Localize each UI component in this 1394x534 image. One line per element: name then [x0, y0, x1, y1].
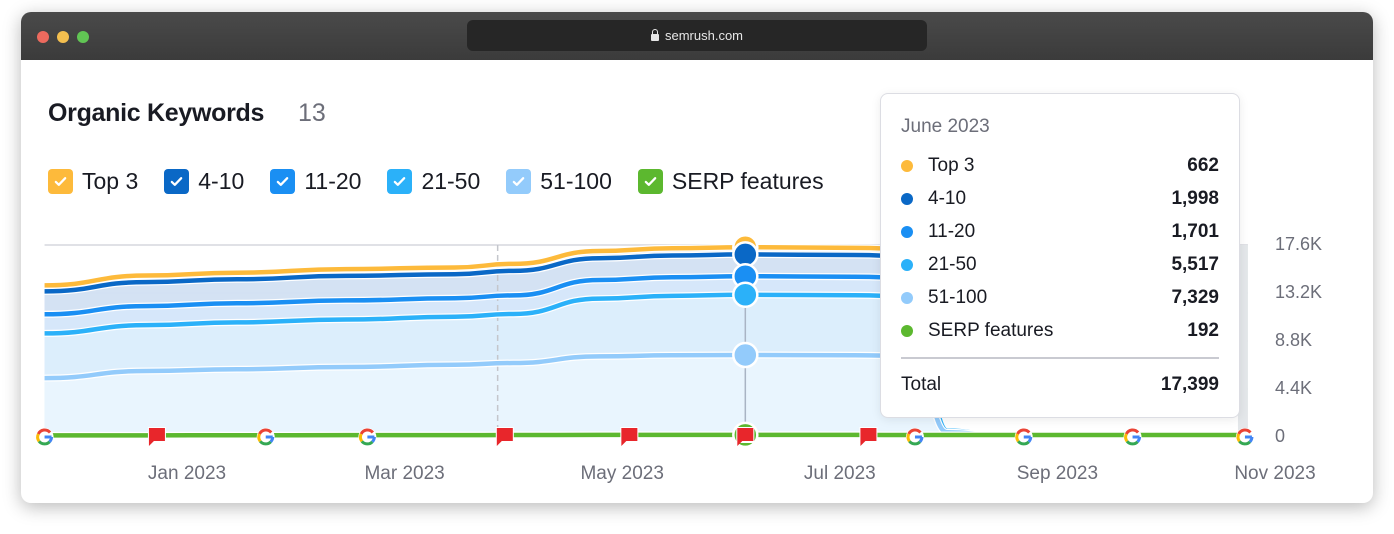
series-dot-icon — [901, 226, 913, 238]
browser-titlebar: semrush.com — [21, 12, 1373, 60]
checkbox-checked-icon[interactable] — [637, 169, 663, 194]
chart-right-edge — [1237, 245, 1248, 437]
tooltip-total-value: 17,399 — [1160, 374, 1219, 395]
legend-item[interactable]: 21-50 — [387, 168, 480, 195]
note-flag-icon[interactable] — [620, 427, 639, 446]
y-tick-label: 8.8K — [1275, 330, 1313, 350]
y-tick-label: 17.6K — [1275, 234, 1323, 254]
url-text: semrush.com — [664, 28, 744, 43]
chart-legend: Top 3 4-10 11-20 21-50 51-100 SERP features — [48, 168, 850, 195]
checkbox-checked-icon[interactable] — [506, 169, 532, 194]
legend-item[interactable]: 51-100 — [506, 168, 612, 195]
tooltip-row-label: 51-100 — [928, 287, 988, 308]
tooltip-title: June 2023 — [901, 116, 990, 137]
legend-item[interactable]: 11-20 — [270, 168, 361, 195]
hover-point-4-10 — [732, 241, 759, 268]
tooltip-row: Top 3 662 — [901, 154, 1219, 178]
checkbox-checked-icon[interactable] — [387, 169, 413, 194]
tooltip-total-row: Total 17,399 — [901, 373, 1219, 397]
checkbox-checked-icon[interactable] — [270, 169, 296, 194]
legend-item[interactable]: 4-10 — [164, 168, 244, 195]
x-tick-label: Jan 2023 — [147, 463, 227, 484]
tooltip-row-value: 662 — [1187, 155, 1219, 176]
address-bar[interactable]: semrush.com — [467, 20, 927, 51]
note-flag-icon[interactable] — [859, 427, 878, 446]
tooltip-row: 21-50 5,517 — [901, 253, 1219, 277]
close-window-button[interactable] — [37, 31, 49, 43]
tooltip-row-value: 7,329 — [1171, 287, 1219, 308]
tooltip-row-label: 4-10 — [928, 188, 967, 209]
keyword-count: 13 — [298, 99, 326, 127]
tooltip-divider — [901, 357, 1219, 359]
series-dot-icon — [901, 259, 913, 271]
chart-tooltip: June 2023 Top 3 662 4-10 1,998 11-20 1,701 21-… — [880, 93, 1240, 418]
google-update-icon[interactable] — [905, 428, 924, 446]
note-flag-icon[interactable] — [736, 427, 755, 446]
legend-item[interactable]: Top 3 — [48, 168, 138, 195]
legend-label: 11-20 — [304, 168, 362, 194]
area-51-100 — [44, 354, 1245, 437]
tooltip-row-label: 21-50 — [928, 254, 977, 275]
series-dot-icon — [901, 160, 913, 172]
tooltip-row-value: 192 — [1187, 320, 1219, 341]
y-tick-label: 13.2K — [1275, 282, 1323, 302]
tooltip-row: 51-100 7,329 — [901, 286, 1219, 310]
checkbox-checked-icon[interactable] — [48, 169, 73, 194]
google-update-icon[interactable] — [35, 428, 54, 446]
legend-label: 4-10 — [198, 168, 245, 194]
series-dot-icon — [901, 292, 913, 304]
google-update-icon[interactable] — [1014, 428, 1033, 446]
y-tick-label: 0 — [1275, 426, 1286, 446]
y-tick-label: 4.4K — [1275, 378, 1313, 398]
legend-label: Top 3 — [82, 168, 139, 194]
tooltip-row-value: 1,701 — [1171, 221, 1219, 242]
tooltip-row-label: 11-20 — [928, 221, 976, 242]
google-update-icon[interactable] — [1123, 428, 1142, 446]
tooltip-row-label: Top 3 — [928, 155, 975, 176]
checkbox-checked-icon[interactable] — [164, 169, 190, 194]
x-tick-label: May 2023 — [580, 463, 664, 484]
legend-item[interactable]: SERP features — [637, 168, 824, 195]
hover-point-21-50 — [732, 281, 759, 309]
google-update-icon[interactable] — [256, 428, 275, 446]
tooltip-row: 11-20 1,701 — [901, 220, 1219, 244]
minimize-window-button[interactable] — [57, 31, 69, 43]
tooltip-row: SERP features 192 — [901, 319, 1219, 343]
page-title: Organic Keywords — [48, 99, 265, 127]
note-flag-icon[interactable] — [495, 427, 514, 446]
legend-label: SERP features — [671, 168, 824, 194]
zoom-window-button[interactable] — [77, 31, 89, 43]
google-update-icon[interactable] — [358, 428, 377, 446]
series-dot-icon — [901, 325, 913, 337]
lock-icon — [650, 28, 659, 41]
tooltip-row: 4-10 1,998 — [901, 187, 1219, 211]
tooltip-row-value: 5,517 — [1171, 254, 1219, 275]
note-flag-icon[interactable] — [147, 427, 166, 446]
legend-label: 21-50 — [421, 168, 481, 194]
hover-point-51-100 — [732, 341, 759, 369]
google-update-icon[interactable] — [1235, 428, 1254, 446]
tooltip-row-label: SERP features — [928, 320, 1054, 341]
tooltip-total-label: Total — [901, 374, 942, 395]
tooltip-row-value: 1,998 — [1171, 188, 1219, 209]
legend-label: 51-100 — [540, 168, 612, 194]
x-tick-label: Jul 2023 — [803, 463, 876, 484]
x-tick-label: Sep 2023 — [1016, 463, 1099, 484]
x-tick-label: Nov 2023 — [1234, 463, 1316, 484]
series-dot-icon — [901, 193, 913, 205]
x-tick-label: Mar 2023 — [364, 463, 445, 484]
